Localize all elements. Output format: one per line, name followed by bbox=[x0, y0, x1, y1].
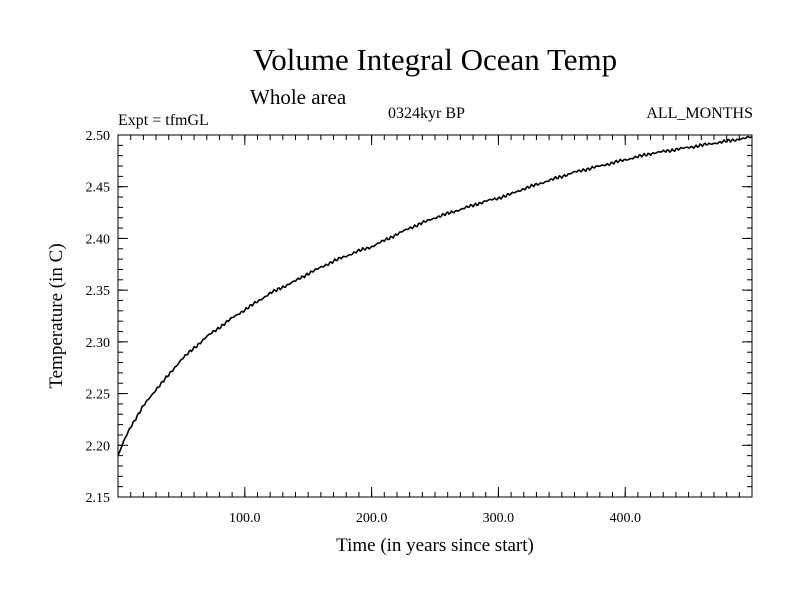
y-axis-title: Temperature (in C) bbox=[46, 243, 67, 388]
x-tick-label: 100.0 bbox=[229, 511, 261, 526]
y-tick-label: 2.25 bbox=[86, 388, 111, 403]
y-tick-label: 2.20 bbox=[86, 439, 111, 454]
series-line bbox=[117, 135, 753, 456]
y-tick-label: 2.50 bbox=[86, 129, 111, 144]
months-label: ALL_MONTHS bbox=[646, 105, 753, 122]
chart-subtitle: Whole area bbox=[250, 85, 347, 109]
axis-ticks bbox=[118, 134, 752, 498]
x-tick-label: 300.0 bbox=[483, 511, 515, 526]
period-label: 0324kyr BP bbox=[388, 105, 465, 122]
chart-title: Volume Integral Ocean Temp bbox=[253, 42, 617, 77]
x-tick-labels: 100.0 200.0 300.0 400.0 bbox=[229, 511, 641, 526]
x-axis-title: Time (in years since start) bbox=[336, 535, 534, 556]
experiment-label: Expt = tfmGL bbox=[118, 112, 209, 129]
y-tick-label: 2.45 bbox=[86, 181, 111, 196]
x-tick-label: 200.0 bbox=[356, 511, 388, 526]
y-tick-label: 2.35 bbox=[86, 284, 111, 299]
y-tick-labels: 2.15 2.20 2.25 2.30 2.35 2.40 2.45 2.50 bbox=[86, 129, 111, 506]
y-tick-label: 2.15 bbox=[86, 491, 111, 506]
plot-frame bbox=[117, 134, 753, 498]
y-tick-label: 2.30 bbox=[86, 336, 111, 351]
y-tick-label: 2.40 bbox=[86, 232, 111, 247]
x-tick-label: 400.0 bbox=[609, 511, 641, 526]
